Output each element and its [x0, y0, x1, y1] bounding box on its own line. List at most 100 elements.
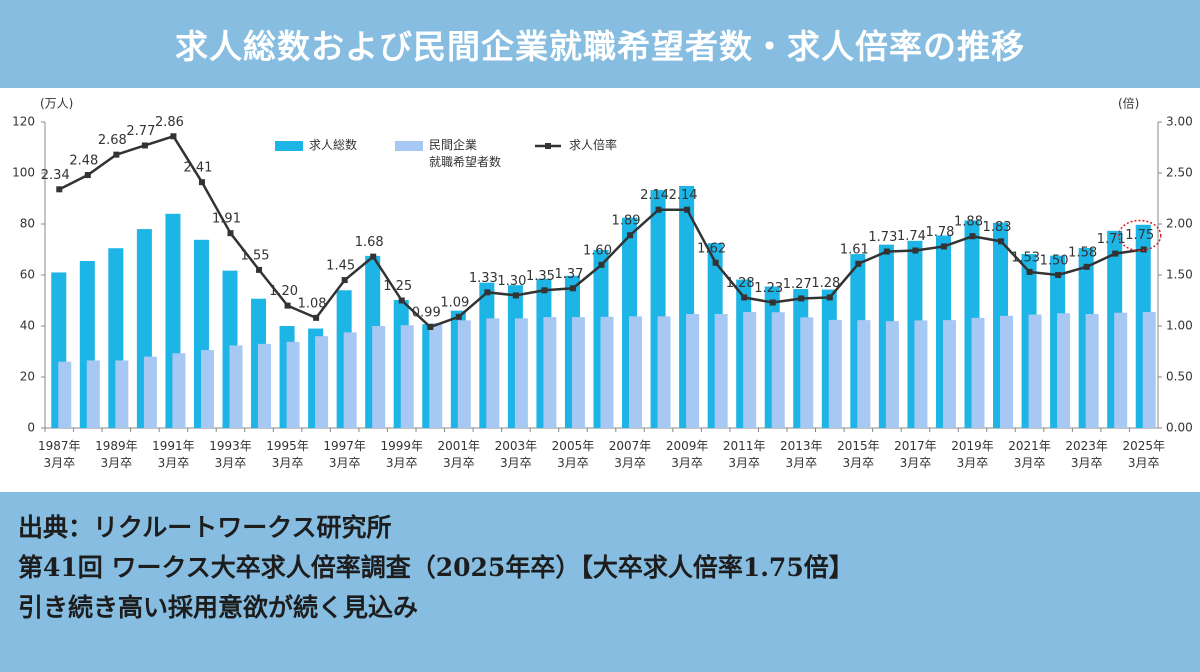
source: 出典：リクルートワークス研究所 第41回 ワークス大卒求人倍率調査（2025年卒… [18, 508, 854, 628]
x-tick-label: 1995年 3月卒 [266, 439, 309, 470]
source-line: 出典：リクルートワークス研究所 [18, 513, 392, 542]
bar [58, 361, 72, 428]
data-label: 1.83 [983, 220, 1012, 235]
data-label: 1.88 [954, 215, 983, 230]
y-tick-label: 60 [20, 268, 35, 282]
data-label: 1.75 [1125, 228, 1154, 243]
source-line: 第41回 ワークス大卒求人倍率調査（2025年卒）【大卒求人倍率1.75倍】 [18, 553, 854, 582]
bar [714, 314, 728, 428]
line-marker [569, 285, 576, 292]
bar [86, 360, 100, 428]
x-tick-label: 2023年 3月卒 [1065, 439, 1108, 470]
chart: (万人) (倍) 0 20 40 60 80 100 120 0.00 0.50 1.00 1.50 2.… [12, 96, 1193, 435]
y-tick-label: 40 [20, 319, 35, 333]
legend-label: 民間企業 就職希望者数 [429, 138, 502, 169]
bar [486, 318, 500, 428]
line-marker [398, 297, 405, 304]
line-marker [1083, 263, 1090, 270]
chart-title: 求人総数および民間企業就職希望者数・求人倍率の推移 [175, 27, 1025, 66]
line-marker [84, 172, 91, 179]
data-label: 1.27 [783, 277, 812, 292]
line-marker [684, 206, 691, 213]
x-tick-label: 1991年 3月卒 [152, 439, 195, 470]
x-tick-label: 2013年 3月卒 [779, 439, 823, 470]
bar [372, 326, 386, 428]
y-tick-label: 20 [20, 370, 35, 384]
legend-label: 求人倍率 [569, 138, 618, 152]
data-label: 1.58 [1068, 245, 1097, 260]
x-tick-label: 1999年 3月卒 [380, 439, 423, 470]
line-marker [1112, 250, 1119, 257]
line-marker [484, 289, 491, 296]
bar [629, 316, 643, 428]
line-marker [712, 259, 719, 266]
data-label: 1.55 [241, 248, 270, 263]
data-label: 1.73 [868, 230, 897, 245]
data-label: 2.34 [41, 168, 70, 183]
data-label: 1.20 [269, 284, 298, 299]
x-tick-label: 2017年 3月卒 [894, 439, 937, 470]
x-tick-label: 1997年 3月卒 [323, 439, 366, 470]
data-label: 1.28 [811, 276, 840, 291]
line-marker [512, 292, 519, 299]
bar [571, 317, 585, 428]
bar [429, 322, 443, 428]
data-label: 2.41 [183, 161, 212, 176]
bar [200, 349, 214, 428]
bar [885, 321, 899, 428]
data-label: 0.99 [412, 306, 441, 321]
y-tick-label: 120 [12, 115, 35, 129]
source-line: 引き続き高い採用意欲が続く見込み [18, 593, 419, 622]
line-marker [284, 302, 291, 309]
x-tick-label: 1987年 3月卒 [37, 439, 81, 470]
bar [286, 341, 300, 428]
x-tick-label: 2007年 3月卒 [608, 439, 652, 470]
x-tick-label: 2021年 3月卒 [1008, 439, 1051, 470]
bar [400, 325, 414, 428]
bar [657, 316, 671, 428]
y2-tick-label: 1.50 [1166, 268, 1193, 282]
legend-marker [545, 143, 551, 149]
bar [543, 317, 557, 428]
bar [800, 317, 814, 428]
line-marker [998, 238, 1005, 245]
bar [115, 360, 129, 428]
data-label: 1.33 [469, 271, 498, 286]
bar [686, 314, 700, 428]
highlight [1117, 219, 1162, 252]
x-tick-label: 2001年 3月卒 [437, 439, 481, 470]
data-label: 1.50 [1040, 254, 1069, 269]
bar [457, 320, 471, 428]
data-label: 1.78 [925, 225, 954, 240]
bar [857, 320, 871, 428]
data-label: 1.53 [1011, 250, 1040, 265]
line-marker [113, 151, 120, 158]
x-tick-label: 2003年 3月卒 [494, 439, 538, 470]
data-label: 2.68 [98, 133, 127, 148]
data-label: 2.86 [155, 115, 184, 130]
line-marker [741, 294, 748, 301]
data-label: 1.25 [383, 279, 412, 294]
legend-swatch [395, 141, 423, 151]
x-tick-label: 2011年 3月卒 [722, 439, 766, 470]
line-marker [655, 206, 662, 213]
data-label: 1.89 [612, 214, 641, 229]
bar [1142, 311, 1156, 428]
y2-tick-label: 0.00 [1166, 421, 1193, 435]
bar [914, 320, 928, 428]
bar [828, 319, 842, 428]
line-marker [56, 186, 63, 193]
bar [514, 318, 528, 428]
y-tick-label: 0 [27, 421, 35, 435]
data-label: 1.68 [355, 235, 384, 250]
chart-area: (万人) (倍) 0 20 40 60 80 100 120 0.00 0.50 1.00 1.50 2.… [0, 88, 1200, 492]
bar [315, 336, 329, 428]
bar [1057, 313, 1071, 428]
line-marker [227, 230, 234, 237]
data-label: 1.71 [1097, 232, 1126, 247]
y-tick-label: 80 [20, 217, 35, 231]
line-marker [883, 248, 890, 255]
line-marker [627, 232, 634, 239]
bar [1085, 314, 1099, 428]
